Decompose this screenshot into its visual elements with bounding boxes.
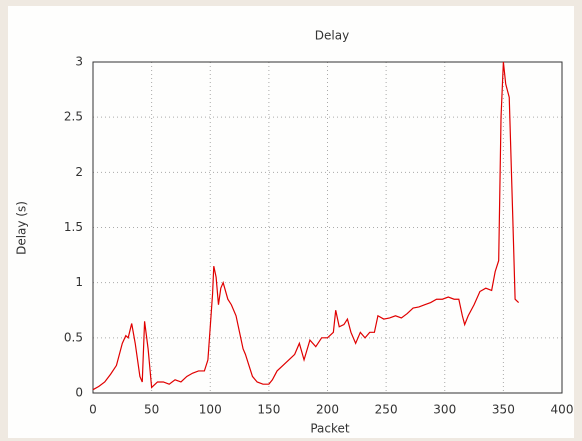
x-tick-label: 200 <box>316 403 339 417</box>
x-tick-label: 0 <box>89 403 97 417</box>
x-tick-label: 250 <box>375 403 398 417</box>
y-tick-label: 3 <box>75 55 83 69</box>
x-tick-label: 400 <box>551 403 574 417</box>
x-tick-label: 150 <box>257 403 280 417</box>
x-tick-label: 350 <box>492 403 515 417</box>
y-tick-label: 1 <box>75 275 83 289</box>
chart-title: Delay <box>315 29 349 43</box>
chart: Delay Packet Delay (s) 0 0.5 1 1.5 2 2.5 3 0 50 1… <box>0 0 582 441</box>
y-tick-label: 0.5 <box>64 330 83 344</box>
y-tick-label: 0 <box>75 386 83 400</box>
y-tick-label: 1.5 <box>64 220 83 234</box>
x-tick-label: 100 <box>199 403 222 417</box>
x-tick-label: 300 <box>433 403 456 417</box>
x-axis-label: Packet <box>310 422 350 436</box>
y-tick-label: 2 <box>75 165 83 179</box>
x-tick-label: 50 <box>144 403 159 417</box>
y-axis-label: Delay (s) <box>15 201 29 255</box>
y-tick-label: 2.5 <box>64 110 83 124</box>
page: {"chart_data": {"type": "line", "title":… <box>0 0 582 441</box>
